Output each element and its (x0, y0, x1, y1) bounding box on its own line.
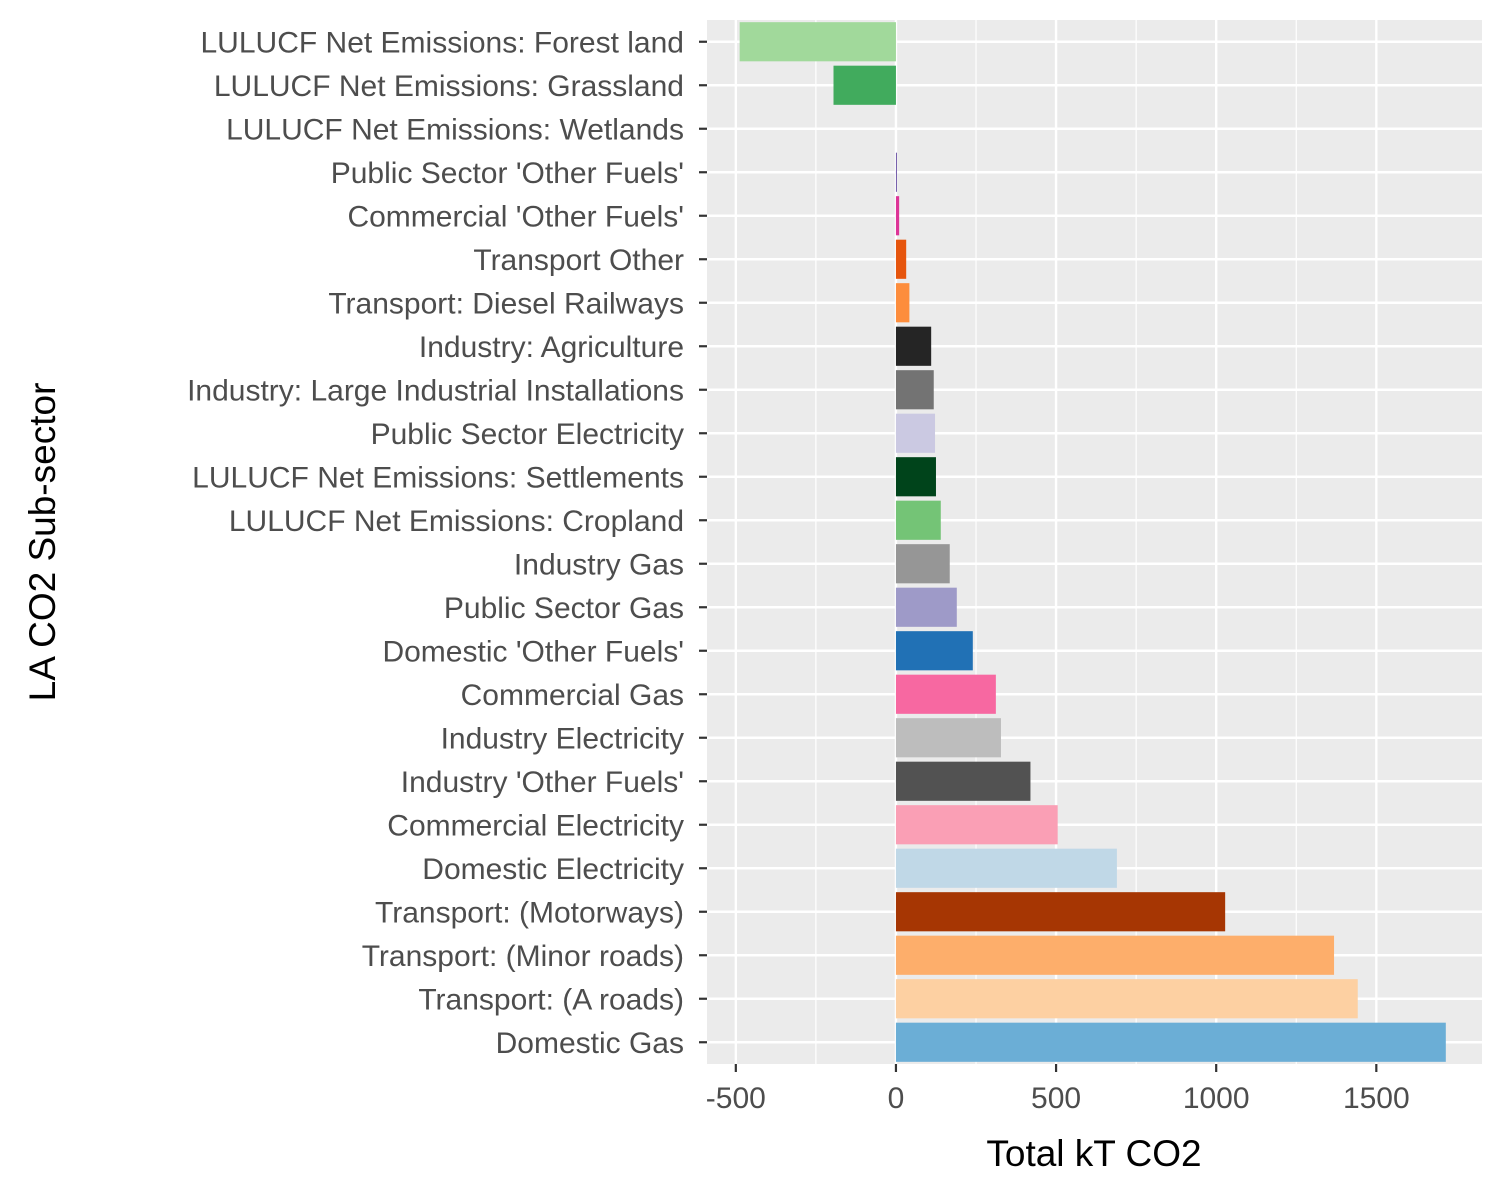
y-axis: LULUCF Net Emissions: Forest land LULUCF … (187, 26, 707, 1060)
y-tick-label: LULUCF Net Emissions: Forest land (201, 26, 685, 59)
bar (895, 544, 950, 584)
y-tick-label: Domestic Electricity (422, 853, 684, 886)
y-tick-label: LULUCF Net Emissions: Cropland (229, 505, 684, 538)
bars (739, 22, 1446, 1062)
y-tick-label: Public Sector 'Other Fuels' (331, 157, 684, 190)
y-tick-label: Transport: Diesel Railways (328, 287, 684, 320)
x-tick-label: 0 (888, 1082, 905, 1115)
bar (895, 587, 957, 627)
y-tick-label: Industry Electricity (441, 722, 684, 755)
x-axis: -500 0 500 1000 1500 (706, 1064, 1410, 1115)
y-tick-label: Domestic Gas (496, 1027, 684, 1060)
bar (895, 196, 900, 236)
bar (895, 848, 1117, 888)
bar (895, 935, 1335, 975)
bar (895, 500, 941, 540)
bar (833, 65, 896, 105)
bar (895, 892, 1226, 932)
y-tick-label: Transport: (Motorways) (375, 896, 684, 929)
bar (895, 718, 1001, 758)
y-tick-label: LULUCF Net Emissions: Grassland (214, 70, 684, 103)
bar (895, 152, 897, 192)
bar (895, 413, 936, 453)
minor-gridlines (815, 20, 1297, 1064)
x-axis-title: Total kT CO2 (986, 1133, 1201, 1174)
y-tick-label: Domestic 'Other Fuels' (382, 635, 684, 668)
y-tick-label: Commercial Electricity (387, 809, 684, 842)
y-tick-label: Industry Gas (514, 548, 684, 581)
y-tick-label: Transport Other (473, 244, 684, 277)
bar (895, 283, 910, 323)
y-tick-label: Transport: (Minor roads) (362, 940, 684, 973)
bar (739, 22, 896, 62)
bar (895, 1022, 1446, 1062)
bar (895, 674, 996, 714)
y-tick-label: Industry 'Other Fuels' (401, 766, 684, 799)
x-tick-label: 1000 (1183, 1082, 1250, 1115)
major-gridlines (707, 20, 1482, 1064)
y-tick-label: LULUCF Net Emissions: Settlements (192, 461, 684, 494)
bar (895, 979, 1358, 1019)
bar (895, 631, 973, 671)
plot-panel (707, 20, 1482, 1064)
bar (895, 805, 1058, 845)
y-axis-title: LA CO2 Sub-sector (22, 383, 63, 702)
bar (895, 457, 936, 497)
y-tick-label: Public Sector Gas (444, 592, 684, 625)
y-tick-label: Transport: (A roads) (418, 983, 684, 1016)
bar (895, 239, 907, 279)
bar (895, 326, 932, 366)
bar (895, 370, 934, 410)
x-tick-label: 500 (1031, 1082, 1081, 1115)
bar (895, 761, 1031, 801)
y-tick-label: Industry: Large Industrial Installations (187, 374, 684, 407)
y-tick-label: LULUCF Net Emissions: Wetlands (226, 113, 684, 146)
y-tick-label: Public Sector Electricity (371, 418, 684, 451)
x-tick-label: -500 (706, 1082, 766, 1115)
x-tick-label: 1500 (1343, 1082, 1410, 1115)
y-tick-label: Industry: Agriculture (419, 331, 684, 364)
y-tick-label: Commercial Gas (461, 679, 684, 712)
y-tick-label: Commercial 'Other Fuels' (347, 200, 684, 233)
